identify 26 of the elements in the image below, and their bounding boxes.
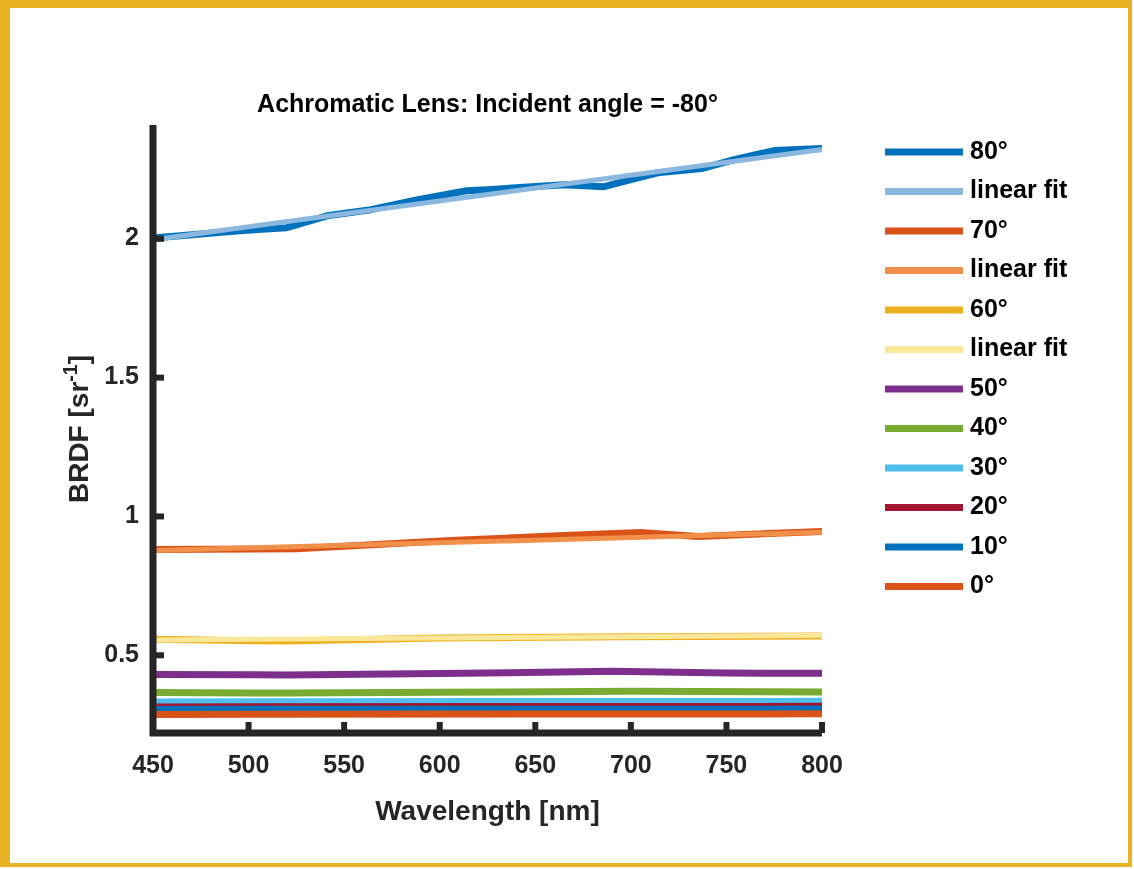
x-tick-label: 700	[610, 750, 652, 778]
x-tick-label: 800	[801, 750, 843, 778]
x-tick-label: 600	[418, 750, 461, 778]
legend-label: 30°	[970, 451, 1008, 480]
legend-label: 20°	[970, 491, 1008, 520]
x-tick-label: 450	[132, 750, 174, 778]
legend-label: 80°	[970, 135, 1008, 164]
y-tick-label: 1.5	[104, 361, 140, 390]
legend-label: linear fit	[970, 254, 1068, 283]
legend-label: 50°	[970, 372, 1008, 401]
y-tick-label: 1	[125, 500, 140, 529]
y-tick-label: 2	[125, 222, 139, 251]
x-tick-label: 750	[705, 750, 748, 778]
x-tick-label: 650	[514, 750, 557, 778]
chart-title: Achromatic Lens: Incident angle = -80°	[257, 89, 718, 117]
legend-label: 10°	[970, 530, 1008, 559]
legend-label: linear fit	[970, 333, 1068, 362]
legend-label: linear fit	[970, 175, 1068, 204]
x-axis-title: Wavelength [nm]	[375, 795, 600, 826]
legend-label: 60°	[970, 293, 1008, 322]
x-tick-label: 500	[227, 750, 270, 778]
x-tick-label: 550	[323, 750, 365, 778]
legend-label: 40°	[970, 412, 1008, 441]
legend-label: 70°	[970, 214, 1008, 243]
y-tick-label: 0.5	[104, 638, 140, 667]
legend-label: 0°	[970, 570, 994, 599]
